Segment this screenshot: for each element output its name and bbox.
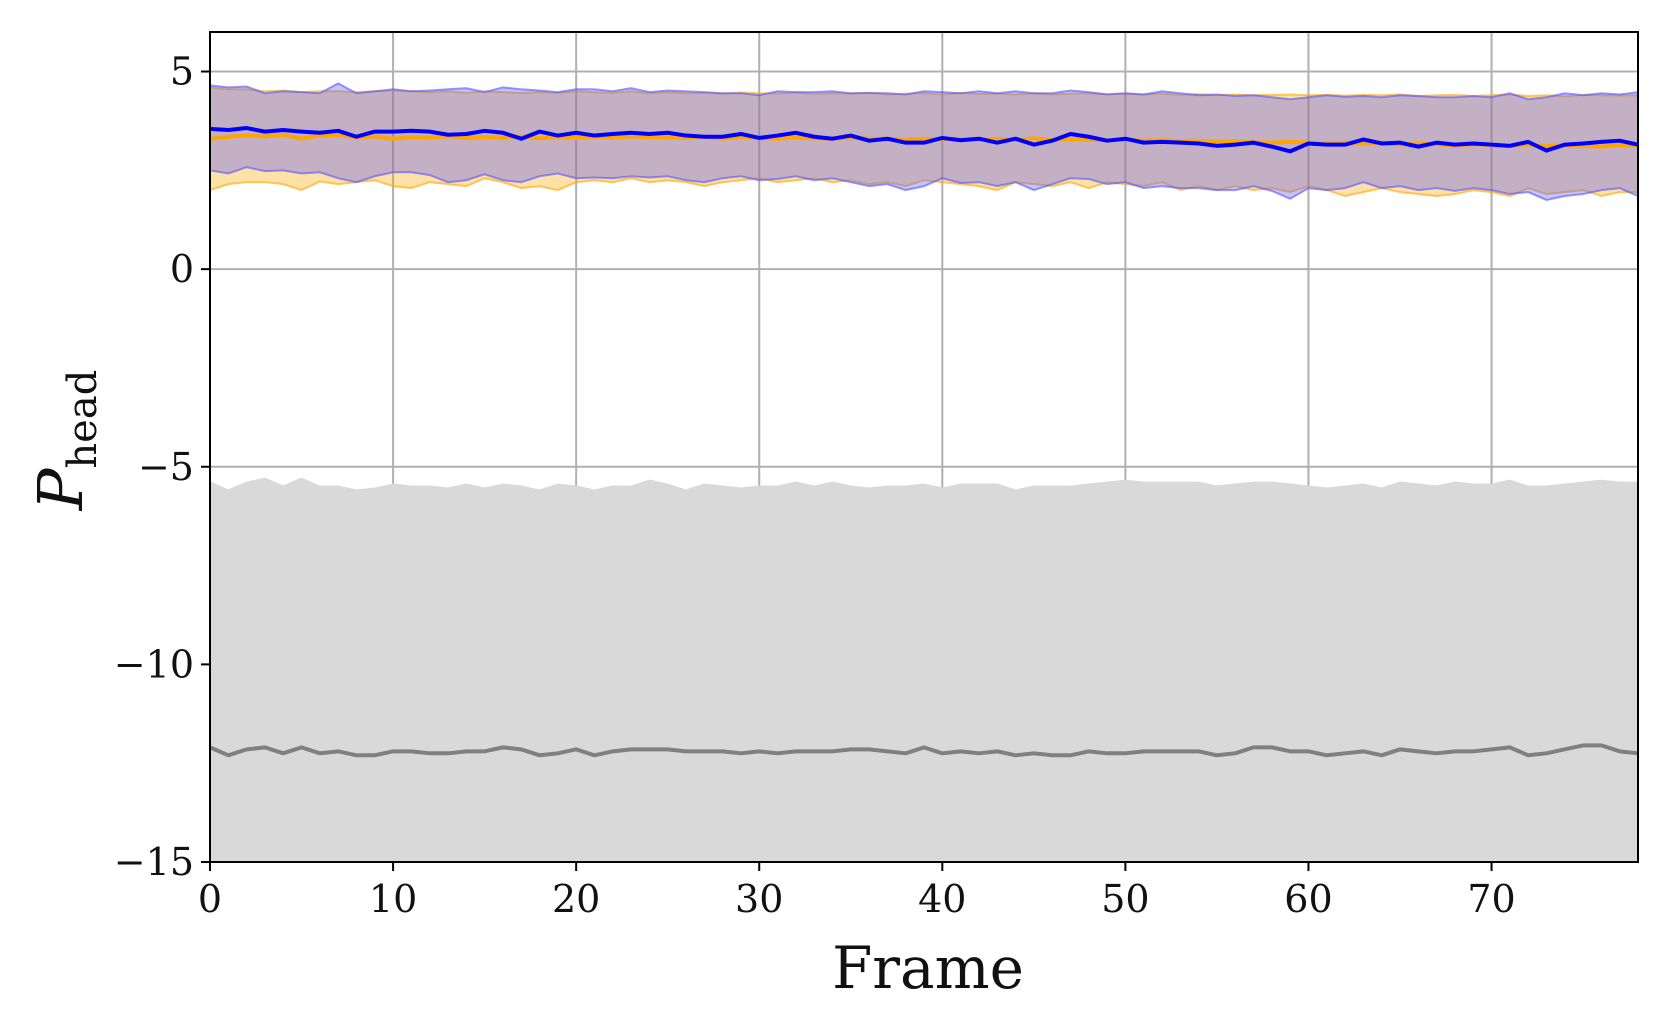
y-tick-label: −10 [114,642,194,686]
series-2-mean-line [209,743,1639,758]
x-tick-label: 60 [1284,877,1332,921]
series-1-mean-line [209,126,1639,154]
x-tick-label: 20 [552,877,600,921]
y-axis-ticks: 5 0 −5 −10 −15 [114,50,210,884]
y-axis-label-subscript: head [60,370,106,469]
plot-area-frame [209,31,1639,863]
mean-lines [209,126,1639,758]
y-tick-label: 0 [170,247,194,291]
x-tick-label: 0 [198,877,222,921]
x-axis-ticks: 0 10 20 30 40 50 60 70 [198,862,1516,921]
x-tick-label: 40 [918,877,966,921]
y-tick-label: −5 [138,445,194,489]
svg-text:Phead: Phead [24,370,106,512]
y-axis-label-main: P [24,467,97,511]
x-tick-label: 50 [1101,877,1149,921]
x-tick-label: 30 [735,877,783,921]
x-tick-label: 10 [369,877,417,921]
x-axis-label: Frame [832,934,1024,1002]
y-axis-label: Phead [24,370,106,512]
confidence-bands [209,82,1639,863]
x-tick-label: 70 [1467,877,1515,921]
y-tick-label: 5 [170,50,194,94]
series-2-band [209,477,1639,863]
y-tick-label: −15 [114,840,194,884]
